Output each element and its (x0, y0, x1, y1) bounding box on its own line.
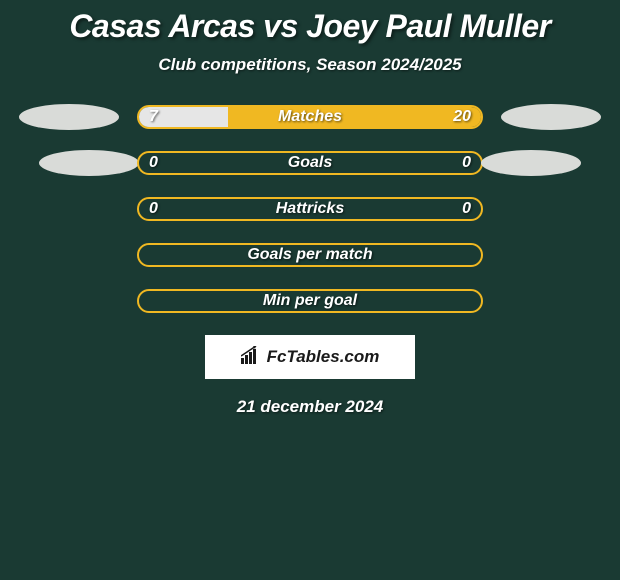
stat-bar: Goals per match (137, 243, 483, 267)
stat-bar: 00Hattricks (137, 197, 483, 221)
stat-row: Goals per match (0, 243, 620, 267)
stat-row: 720Matches (0, 105, 620, 129)
stat-bar: 00Goals (137, 151, 483, 175)
comparison-container: Casas Arcas vs Joey Paul Muller Club com… (0, 0, 620, 417)
left-oval (39, 150, 139, 176)
stat-bar: Min per goal (137, 289, 483, 313)
subtitle: Club competitions, Season 2024/2025 (0, 55, 620, 75)
stat-row: 00Hattricks (0, 197, 620, 221)
right-oval (481, 150, 581, 176)
date-text: 21 december 2024 (0, 397, 620, 417)
stat-row: 00Goals (0, 151, 620, 175)
logo-box: FcTables.com (205, 335, 415, 379)
page-title: Casas Arcas vs Joey Paul Muller (0, 8, 620, 45)
stat-rows: 720Matches 00Goals 00Hattricks Goals per ma… (0, 105, 620, 313)
stat-label: Goals (139, 153, 481, 173)
stat-label: Matches (139, 107, 481, 127)
right-oval (501, 104, 601, 130)
chart-icon (241, 346, 263, 369)
stat-row: Min per goal (0, 289, 620, 313)
stat-label: Hattricks (139, 199, 481, 219)
stat-bar: 720Matches (137, 105, 483, 129)
left-oval (19, 104, 119, 130)
stat-label: Goals per match (139, 245, 481, 265)
logo-text: FcTables.com (267, 347, 380, 367)
stat-label: Min per goal (139, 291, 481, 311)
